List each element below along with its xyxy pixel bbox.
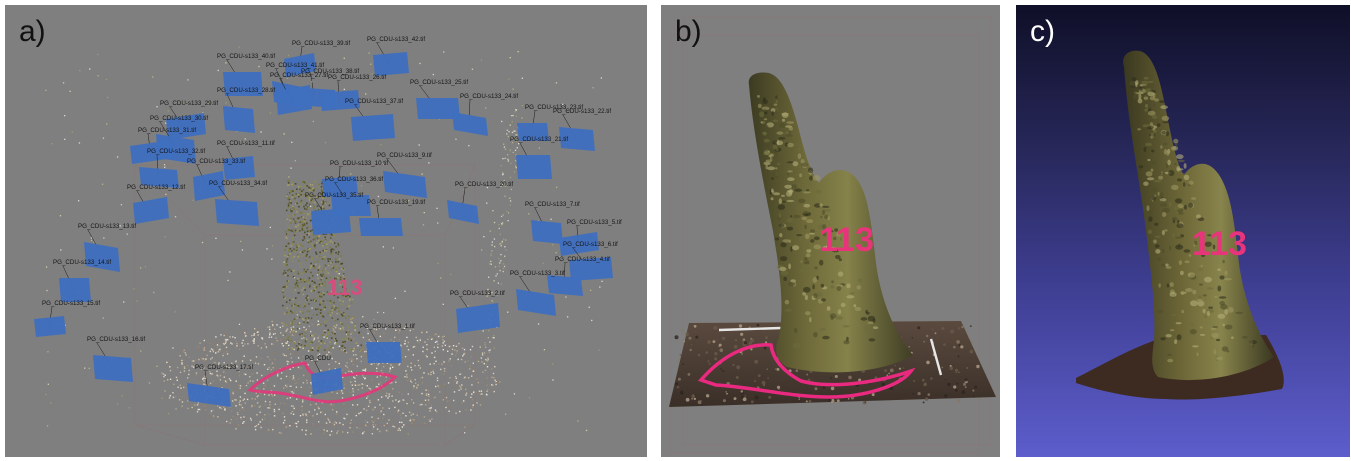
camera-label: PG_CDU-s133_19.tif [367, 199, 425, 206]
camera-label: PG_CDU-s133_14.tif [53, 259, 111, 266]
camera-label: PG_CDU-s133_15.tif [42, 300, 100, 307]
panel-label-b: b) [675, 15, 702, 48]
tape-line-right [929, 338, 943, 376]
camera-label: PG_CDU-s133_31.tif [138, 127, 196, 134]
camera-label: PG_CDU-s133_23.tif [525, 104, 583, 111]
camera-label: PG_CDU-s133_22.tif [553, 108, 611, 115]
bounding-box [670, 16, 992, 454]
mesh-model-canvas: 113 [1076, 50, 1284, 400]
camera-label: PG_CDU-s133_20.tif [455, 181, 513, 188]
camera-label: PG_CDU-s133_27.tif [270, 72, 328, 79]
camera-label: PG_CDU-s133_11.tif [217, 140, 275, 147]
camera-label: PG_CDU-s133_35.tif [305, 192, 363, 199]
camera-label: PG_CDU-s133_7.tif [525, 201, 580, 208]
camera-label: PG_CDU-s133_24.tif [460, 93, 518, 100]
panel-label-a: a) [19, 15, 46, 48]
camera-label: PG_CDU-s133_40.tif [217, 53, 275, 60]
camera-label: PG_CDU-s133_6.tif [563, 241, 618, 248]
camera-label: PG_CDU-s133_3.tif [510, 270, 565, 277]
mesh-model-view: 113 c) [1016, 5, 1350, 457]
camera-label: PG_CDU-s133_30.tif [150, 115, 208, 122]
panel-label-c: c) [1030, 15, 1055, 48]
camera-label: PG_CDU-s133_38.tif [301, 68, 359, 75]
pink-ground-marking [697, 343, 916, 399]
camera-label: PG_CDU-s133_36.tif [325, 176, 383, 183]
camera-label: PG_CDU-s133_2.tif [450, 290, 505, 297]
camera-label: PG_CDU-s133_32.tif [147, 148, 205, 155]
camera-label: PG_CDU-s133_5.tif [567, 219, 622, 226]
camera-label: PG_CDU-s133_9.tif [377, 152, 432, 159]
camera-label: PG_CDU-s133_12.tif [127, 184, 185, 191]
dense-model-view: 113 b) [661, 5, 1000, 457]
camera-label: PG_CDU-s133_29.tif [160, 100, 218, 107]
camera-label: PG_CDU-s133_10.tif [330, 160, 388, 167]
camera-label: PG_CDU-s133_28.tif [217, 87, 275, 94]
camera-label: PG_CDU-s133_1.tif [360, 323, 415, 330]
camera-label: PG_CDU-s133_37.tif [345, 98, 403, 105]
tree-marking: 113 [327, 275, 363, 300]
camera-label: PG_CDU-s133_4.tif [555, 256, 610, 263]
camera-label: PG_CDU-s133_21.tif [510, 136, 568, 143]
camera-positions: PG_CDU-s133_39.tif PG_CDU-s133_42.tif PG_C… [34, 36, 622, 407]
camera-label: PG_CDU-s133_34.tif [209, 180, 267, 187]
scattered-points [45, 46, 606, 436]
dense-model-canvas: 113 [669, 16, 996, 454]
tape-line-left [718, 326, 782, 332]
camera-label: PG_CDU-s133_39.tif [292, 40, 350, 47]
camera-label: PG_CDU-s133_13.tif [78, 223, 136, 230]
bark-texture [1129, 76, 1258, 363]
point-cloud-camera-view: 113 PG_CDU-s133_39.tif PG_CDU-s133_42.tif… [5, 5, 647, 457]
trunk-point-cloud [281, 180, 364, 352]
camera-label: PG_CDU-s133_17.tif [195, 364, 253, 371]
camera-label: PG_CDU-s133_42.tif [367, 36, 425, 43]
camera-label: PG_CDU-s133_41.tif [266, 62, 324, 69]
camera-label: PG_CDU [305, 355, 331, 362]
camera-label: PG_CDU-s133_16.tif [87, 336, 145, 343]
camera-label: PG_CDU-s133_26.tif [328, 74, 386, 81]
tree-marking: 113 [1192, 225, 1247, 263]
camera-label: PG_CDU-s133_25.tif [410, 79, 468, 86]
tree-marking: 113 [819, 221, 874, 259]
bark-texture [756, 95, 879, 349]
camera-label: PG_CDU-s133_33.tif [187, 158, 245, 165]
pink-ground-marking [247, 361, 398, 404]
point-cloud-canvas: 113 PG_CDU-s133_39.tif PG_CDU-s133_42.tif… [34, 36, 622, 446]
tree-trunk [748, 72, 913, 373]
